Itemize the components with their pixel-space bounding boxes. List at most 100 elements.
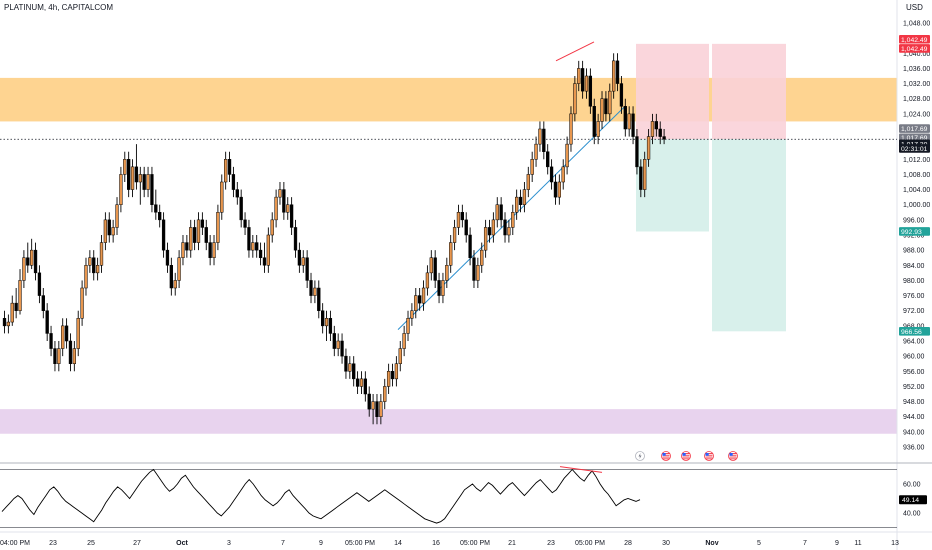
candle[interactable] xyxy=(468,227,472,266)
candle[interactable] xyxy=(95,257,100,281)
candle[interactable] xyxy=(658,121,662,145)
time-tick-label[interactable]: 05:00 PM xyxy=(575,540,605,547)
candle[interactable] xyxy=(258,242,263,266)
candle[interactable] xyxy=(119,166,123,213)
price-tick-label[interactable]: 1,024.00 xyxy=(903,111,930,118)
candle[interactable] xyxy=(414,288,418,319)
us-flag-icon[interactable] xyxy=(681,451,691,461)
candle[interactable] xyxy=(68,333,73,372)
candle[interactable] xyxy=(41,288,45,319)
candle[interactable] xyxy=(61,318,65,357)
time-tick-label[interactable]: 9 xyxy=(319,540,323,547)
price-tick-label[interactable]: 996.00 xyxy=(903,217,925,224)
price-tick-label[interactable]: 992.00 xyxy=(903,233,925,240)
candle[interactable] xyxy=(646,129,651,167)
candle[interactable] xyxy=(573,76,577,122)
candle[interactable] xyxy=(76,310,80,357)
price-tick-label[interactable]: 960.00 xyxy=(903,354,925,361)
candle[interactable] xyxy=(487,219,492,243)
candle[interactable] xyxy=(154,189,158,220)
candle[interactable] xyxy=(619,76,624,114)
price-tick-label[interactable]: 976.00 xyxy=(903,293,925,300)
candle[interactable] xyxy=(538,121,542,152)
candle[interactable] xyxy=(499,197,503,228)
candle[interactable] xyxy=(410,303,414,326)
candle[interactable] xyxy=(103,212,108,251)
rsi-line[interactable] xyxy=(1,468,641,524)
candle[interactable] xyxy=(2,310,7,334)
price-tick-label[interactable]: 956.00 xyxy=(903,369,925,376)
candle[interactable] xyxy=(580,60,585,99)
divergence-line-price[interactable] xyxy=(555,41,595,62)
price-tick-label[interactable]: 1,012.00 xyxy=(903,157,930,164)
candle[interactable] xyxy=(212,235,216,266)
price-tick-label[interactable]: 952.00 xyxy=(903,384,925,391)
candle[interactable] xyxy=(344,348,348,379)
time-tick-label[interactable]: 16 xyxy=(432,540,440,547)
price-tick-label[interactable]: 944.00 xyxy=(903,414,925,421)
candle[interactable] xyxy=(173,272,177,296)
price-tick-label[interactable]: 984.00 xyxy=(903,263,925,270)
candle[interactable] xyxy=(286,197,290,220)
candle[interactable] xyxy=(530,151,534,182)
candle[interactable] xyxy=(421,280,426,311)
time-tick-label[interactable]: 14 xyxy=(394,540,402,547)
candle[interactable] xyxy=(324,310,329,341)
candle[interactable] xyxy=(546,144,550,175)
candle[interactable] xyxy=(181,235,185,266)
candle[interactable] xyxy=(158,204,162,228)
candles-layer[interactable] xyxy=(2,53,666,425)
price-tick-label[interactable]: 1,004.00 xyxy=(903,187,930,194)
candle[interactable] xyxy=(130,159,135,198)
candle[interactable] xyxy=(185,235,189,258)
rsi-tick-label[interactable]: 60.00 xyxy=(903,482,921,489)
time-tick-label[interactable]: 23 xyxy=(49,540,57,547)
candle[interactable] xyxy=(196,212,201,251)
time-tick-label[interactable]: 04:00 PM xyxy=(0,540,30,547)
candle[interactable] xyxy=(289,197,294,235)
candle[interactable] xyxy=(383,378,387,410)
symbol-title[interactable]: PLATINUM, 4h, CAPITALCOM xyxy=(4,3,113,12)
candle[interactable] xyxy=(600,91,604,129)
candle[interactable] xyxy=(549,159,554,190)
candle[interactable] xyxy=(476,257,480,288)
candle[interactable] xyxy=(352,356,356,387)
candle[interactable] xyxy=(309,272,313,304)
candle[interactable] xyxy=(507,219,511,243)
candle[interactable] xyxy=(518,189,523,213)
candle[interactable] xyxy=(452,219,457,251)
candle[interactable] xyxy=(495,197,499,228)
price-tick-label[interactable]: 936.00 xyxy=(903,445,925,452)
candle[interactable] xyxy=(142,166,146,198)
candle[interactable] xyxy=(88,250,92,273)
candle[interactable] xyxy=(146,166,150,198)
price-tick-label[interactable]: 964.00 xyxy=(903,339,925,346)
candle[interactable] xyxy=(239,189,243,228)
candle[interactable] xyxy=(569,106,573,152)
candle[interactable] xyxy=(635,129,639,175)
candle[interactable] xyxy=(161,212,166,258)
candle[interactable] xyxy=(643,151,647,198)
candle[interactable] xyxy=(224,151,228,190)
candle[interactable] xyxy=(503,212,507,243)
candle[interactable] xyxy=(639,159,643,198)
candle[interactable] xyxy=(328,310,333,341)
candle[interactable] xyxy=(526,166,530,198)
candle[interactable] xyxy=(608,83,612,122)
candle[interactable] xyxy=(220,174,224,220)
candle[interactable] xyxy=(107,212,111,243)
time-tick-label[interactable]: 30 xyxy=(662,540,670,547)
candle[interactable] xyxy=(418,288,422,311)
price-tick-label[interactable]: 968.00 xyxy=(903,323,925,330)
candle[interactable] xyxy=(662,129,666,145)
divergence-line-rsi[interactable] xyxy=(559,466,603,473)
time-tick-label[interactable]: 13 xyxy=(891,540,899,547)
candle[interactable] xyxy=(33,242,38,281)
candle[interactable] xyxy=(317,280,321,319)
candle[interactable] xyxy=(542,121,546,160)
candle[interactable] xyxy=(456,204,461,235)
candle[interactable] xyxy=(204,219,208,251)
candle[interactable] xyxy=(379,394,383,425)
candle[interactable] xyxy=(165,242,170,273)
candle[interactable] xyxy=(429,250,433,281)
